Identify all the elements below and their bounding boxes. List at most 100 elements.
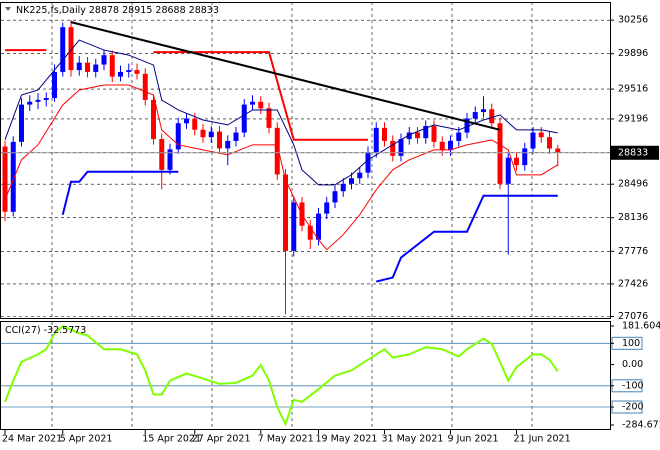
y-tick-label: 27076 bbox=[618, 311, 648, 322]
cci-header: CCI(27) -32.5773 bbox=[5, 325, 86, 336]
candle-body bbox=[340, 183, 346, 192]
overlay-line bbox=[61, 170, 558, 283]
candle-body bbox=[522, 148, 528, 166]
candle-body bbox=[167, 149, 173, 170]
candle-body bbox=[208, 131, 214, 138]
cci-line bbox=[4, 324, 559, 427]
x-tick-label: 21 Jun 2021 bbox=[514, 434, 571, 445]
candle-body bbox=[307, 225, 313, 240]
y-tick-label: 0.00 bbox=[622, 359, 643, 370]
x-tick-label: 24 Mar 2021 bbox=[2, 434, 62, 445]
candle-body bbox=[423, 126, 429, 139]
x-tick-label: 27 Apr 2021 bbox=[192, 434, 251, 445]
candle-body bbox=[258, 101, 264, 109]
candle-body bbox=[357, 172, 363, 179]
candle-body bbox=[316, 213, 321, 240]
y-tick-label: 27426 bbox=[618, 278, 648, 289]
y-tick-label: 28496 bbox=[618, 179, 648, 190]
y-tick-label: 27776 bbox=[618, 246, 648, 257]
candle-body bbox=[68, 27, 74, 71]
candle-body bbox=[19, 104, 24, 142]
candle-body bbox=[456, 132, 462, 141]
candle-body bbox=[126, 70, 132, 72]
cci-title: CCI(27) bbox=[5, 325, 41, 336]
candle-body bbox=[101, 55, 107, 65]
cci-last: -32.5773 bbox=[44, 325, 87, 336]
last-close: 28833 bbox=[189, 5, 219, 16]
candle-body bbox=[142, 73, 148, 100]
candle-body bbox=[52, 71, 57, 99]
candle-body bbox=[530, 132, 536, 149]
candle-body bbox=[332, 191, 338, 203]
y-tick-label: -200 bbox=[622, 402, 644, 413]
candle-body bbox=[489, 109, 495, 124]
last-high: 28915 bbox=[122, 5, 152, 16]
candle-body bbox=[35, 99, 41, 102]
candle-body bbox=[448, 140, 453, 151]
candle-body bbox=[250, 101, 255, 105]
overlay-line bbox=[4, 84, 559, 251]
x-tick-label: 5 Apr 2021 bbox=[60, 434, 113, 445]
candle-body bbox=[481, 109, 486, 113]
symbol: NK225,fs,Daily bbox=[16, 5, 86, 16]
last-price-label: 28833 bbox=[618, 147, 648, 158]
candle-body bbox=[406, 132, 412, 140]
candle-body bbox=[464, 118, 470, 133]
y-tick-label: 29896 bbox=[618, 48, 648, 59]
candle-body bbox=[10, 141, 16, 212]
candle-body bbox=[60, 27, 66, 72]
plot-layer: 3025629896295162919628836284962813627776… bbox=[1, 15, 660, 445]
x-tick-label: 9 Jun 2021 bbox=[448, 434, 499, 445]
chart-header: NK225,fs,Daily 28878 28915 28688 28833 bbox=[16, 5, 219, 16]
y-tick-label: -284.671 bbox=[622, 420, 660, 431]
overlay-line bbox=[4, 39, 558, 186]
candle-body bbox=[159, 139, 165, 170]
y-tick-label: 29516 bbox=[618, 84, 648, 95]
x-tick-label: 15 Apr 2021 bbox=[142, 434, 201, 445]
candle-body bbox=[2, 146, 8, 212]
overlay-line bbox=[70, 21, 501, 131]
candle-body bbox=[233, 132, 239, 141]
candle-body bbox=[184, 118, 189, 124]
candle-body bbox=[151, 99, 156, 140]
overlay-line bbox=[5, 49, 368, 141]
candle-body bbox=[109, 55, 115, 77]
candle-body bbox=[382, 127, 387, 141]
candle-body bbox=[349, 178, 354, 184]
candle-body bbox=[27, 101, 33, 105]
candle-body bbox=[291, 202, 297, 251]
y-tick-label: 29196 bbox=[618, 113, 648, 124]
candle-body bbox=[225, 140, 231, 149]
candle-body bbox=[175, 123, 181, 150]
candle-body bbox=[365, 152, 371, 173]
candle-body bbox=[217, 131, 222, 149]
x-tick-label: 19 May 2021 bbox=[316, 434, 378, 445]
candle-body bbox=[505, 157, 511, 184]
candle-body bbox=[76, 62, 82, 71]
candle-body bbox=[324, 202, 330, 214]
candle-body bbox=[192, 118, 198, 130]
candle-body bbox=[472, 112, 478, 119]
candle-body bbox=[118, 71, 123, 77]
candle-body bbox=[274, 127, 280, 175]
candle-body bbox=[555, 148, 561, 153]
cci-frame bbox=[0, 321, 611, 430]
candle-body bbox=[200, 129, 206, 138]
last-price-box bbox=[611, 145, 659, 160]
candle-body bbox=[134, 70, 140, 74]
candle-body bbox=[398, 139, 404, 156]
candle-body bbox=[43, 98, 49, 100]
candle-body bbox=[373, 127, 379, 153]
y-tick-label: -100 bbox=[622, 380, 644, 391]
candle-body bbox=[514, 157, 519, 166]
symbol-icon bbox=[5, 7, 11, 11]
candle-body bbox=[266, 108, 272, 128]
candle-body bbox=[431, 126, 437, 142]
candle-body bbox=[85, 62, 90, 72]
x-tick-label: 7 May 2021 bbox=[258, 434, 314, 445]
y-tick-label: 100 bbox=[622, 338, 640, 349]
last-low: 28688 bbox=[155, 5, 185, 16]
